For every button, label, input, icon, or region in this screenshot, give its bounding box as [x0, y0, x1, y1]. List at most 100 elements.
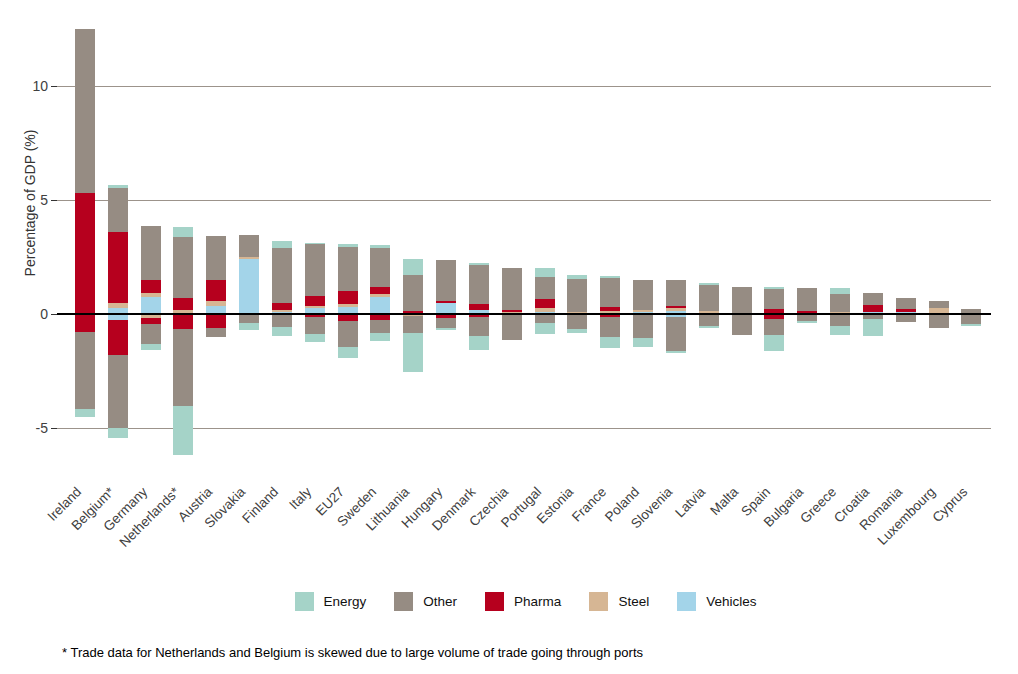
bar-hungary-other	[436, 260, 456, 301]
y-tick-label--5: -5	[14, 420, 48, 436]
bar-slovenia-pharma	[666, 306, 686, 309]
legend-label-other: Other	[423, 594, 457, 609]
bar-belgium-steel	[108, 303, 128, 308]
bar-sweden-other	[370, 248, 390, 287]
bar-spain-other-neg	[764, 319, 784, 335]
bar-denmark-energy	[469, 263, 489, 265]
bar-estonia-other-neg	[567, 314, 587, 329]
bar-lithuania-energy	[403, 259, 423, 275]
bar-greece-energy	[830, 288, 850, 294]
bar-poland-other-neg	[633, 314, 653, 338]
bar-netherlands-other-neg	[173, 329, 193, 406]
bar-czechia-pharma	[502, 310, 522, 312]
bar-bulgaria-other	[797, 288, 817, 311]
bar-netherlands-energy-neg	[173, 406, 193, 455]
gridline-5	[57, 200, 991, 201]
footnote: * Trade data for Netherlands and Belgium…	[62, 645, 643, 660]
bar-ireland-pharma	[75, 193, 95, 314]
legend-label-pharma: Pharma	[514, 594, 561, 609]
bar-austria-other	[206, 236, 226, 280]
bar-greece-energy-neg	[830, 326, 850, 335]
legend-swatch-pharma	[485, 592, 504, 611]
bar-sweden-energy-neg	[370, 333, 390, 340]
bar-germany-energy-neg	[141, 344, 161, 350]
bar-austria-pharma	[206, 280, 226, 301]
bar-germany-other-neg	[141, 324, 161, 344]
legend-item-pharma: Pharma	[485, 592, 561, 611]
bar-ireland-energy-neg	[75, 409, 95, 417]
bar-belgium-other	[108, 188, 128, 232]
bar-latvia-other-neg	[699, 314, 719, 326]
bar-denmark-other	[469, 265, 489, 304]
bar-sweden-steel	[370, 294, 390, 297]
bar-eu27-other-neg	[338, 321, 358, 348]
bar-romania-other	[896, 298, 916, 309]
bar-hungary-energy-neg	[436, 328, 456, 329]
bar-austria-pharma-neg	[206, 314, 226, 328]
bar-netherlands-pharma-neg	[173, 314, 193, 329]
bar-croatia-energy-neg	[863, 319, 883, 336]
bar-finland-other	[272, 248, 292, 303]
bar-italy-steel	[305, 306, 325, 308]
legend: EnergyOtherPharmaSteelVehicles	[60, 592, 991, 611]
bar-lithuania-other-neg	[403, 316, 423, 333]
bar-lithuania-energy-neg	[403, 333, 423, 371]
bar-malta-other-neg	[732, 314, 752, 335]
bar-portugal-other	[535, 277, 555, 300]
bar-cyprus-energy-neg	[961, 324, 981, 325]
zero-axis-line	[57, 313, 991, 315]
bar-lithuania-other	[403, 275, 423, 311]
bar-netherlands-energy	[173, 227, 193, 237]
bar-spain-energy-neg	[764, 335, 784, 351]
bar-estonia-other	[567, 279, 587, 311]
bar-italy-other	[305, 244, 325, 296]
bar-belgium-pharma-neg	[108, 320, 128, 355]
bar-hungary-other-neg	[436, 318, 456, 329]
bar-portugal-energy	[535, 268, 555, 276]
bar-latvia-energy	[699, 283, 719, 285]
legend-item-other: Other	[394, 592, 457, 611]
bar-estonia-energy-neg	[567, 329, 587, 332]
bar-denmark-pharma	[469, 304, 489, 310]
y-axis-title: Percentage of GDP (%)	[22, 53, 38, 353]
bar-belgium-energy-neg	[108, 428, 128, 438]
bar-finland-other-neg	[272, 314, 292, 327]
bar-portugal-pharma	[535, 299, 555, 308]
bar-portugal-energy-neg	[535, 323, 555, 334]
bar-netherlands-pharma	[173, 298, 193, 310]
legend-swatch-steel	[589, 592, 608, 611]
bar-france-pharma	[600, 307, 620, 311]
bar-netherlands-other	[173, 237, 193, 299]
bar-bulgaria-energy-neg	[797, 321, 817, 324]
bar-eu27-steel	[338, 304, 358, 307]
legend-swatch-energy	[295, 592, 314, 611]
bar-eu27-energy-neg	[338, 347, 358, 357]
bar-croatia-pharma	[863, 305, 883, 312]
bar-germany-other	[141, 226, 161, 279]
bar-germany-steel	[141, 293, 161, 297]
bar-belgium-pharma	[108, 232, 128, 304]
bar-ireland-pharma-neg	[75, 314, 95, 332]
bar-italy-other-neg	[305, 317, 325, 335]
bar-finland-energy-neg	[272, 327, 292, 336]
bar-poland-steel	[633, 310, 653, 313]
bar-hungary-pharma	[436, 301, 456, 303]
bar-austria-steel	[206, 301, 226, 306]
bar-slovakia-other	[239, 235, 259, 257]
bar-slovenia-other-neg	[666, 317, 686, 351]
bar-latvia-energy-neg	[699, 326, 719, 328]
bar-czechia-other	[502, 268, 522, 310]
bar-france-energy-neg	[600, 337, 620, 348]
y-tick-mark-5	[51, 200, 57, 201]
bar-slovakia-other-neg	[239, 314, 259, 323]
bar-germany-vehicles	[141, 297, 161, 314]
legend-swatch-vehicles	[677, 592, 696, 611]
bar-croatia-other	[863, 293, 883, 305]
bar-france-energy	[600, 276, 620, 278]
bar-sweden-other-neg	[370, 320, 390, 333]
bar-malta-other	[732, 287, 752, 314]
bar-finland-energy	[272, 241, 292, 249]
bar-portugal-other-neg	[535, 314, 555, 323]
bar-slovakia-steel	[239, 257, 259, 259]
bar-germany-pharma	[141, 280, 161, 293]
